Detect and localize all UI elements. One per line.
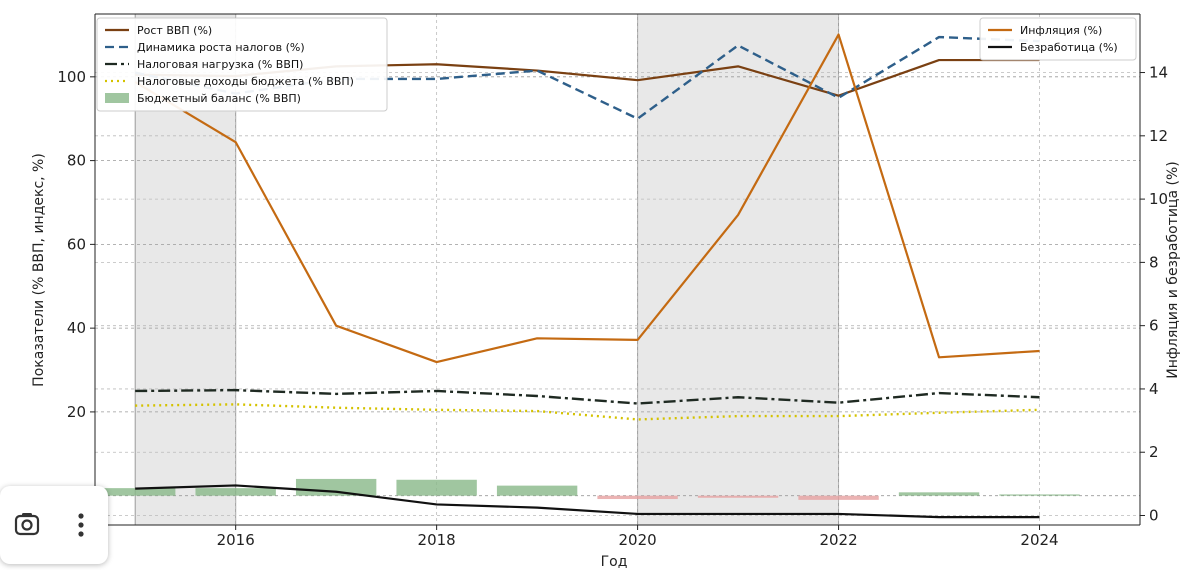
legend-label: Рост ВВП (%) xyxy=(137,24,212,37)
series-line-left-2 xyxy=(135,390,1039,403)
bar-2016 xyxy=(195,488,275,496)
bar-2020 xyxy=(597,496,677,499)
y-right-tick-label: 2 xyxy=(1149,443,1159,461)
y-left-axis-label: Показатели (% ВВП, индекс, %) xyxy=(31,153,47,387)
y-right-tick-label: 12 xyxy=(1149,127,1168,145)
x-tick-label: 2018 xyxy=(418,531,456,549)
x-tick-label: 2022 xyxy=(819,531,857,549)
lens-search-button[interactable] xyxy=(9,505,45,545)
y-right-tick-label: 0 xyxy=(1149,507,1159,525)
bar-2017 xyxy=(296,479,376,496)
bar-2018 xyxy=(396,480,476,496)
x-tick-label: 2020 xyxy=(619,531,657,549)
bar-2024 xyxy=(999,494,1079,495)
y-left-tick-label: 20 xyxy=(67,403,86,421)
y-left-ticks: 020406080100 xyxy=(57,68,95,505)
budget-balance-bars xyxy=(95,479,1080,500)
x-tick-label: 2016 xyxy=(217,531,255,549)
x-ticks: 2016 2018 2020 2022 2024 xyxy=(217,525,1059,549)
bar-2023 xyxy=(899,492,979,495)
legend-label: Безработица (%) xyxy=(1020,41,1118,54)
x-tick-label: 2024 xyxy=(1020,531,1058,549)
more-vertical-icon xyxy=(75,510,87,540)
legend-label: Динамика роста налогов (%) xyxy=(137,41,305,54)
y-right-axis-label: Инфляция и безработица (%) xyxy=(1165,161,1181,378)
legend-label: Инфляция (%) xyxy=(1020,24,1102,37)
y-right-tick-label: 4 xyxy=(1149,380,1159,398)
more-options-button[interactable] xyxy=(63,505,99,545)
y-right-tick-label: 8 xyxy=(1149,253,1159,271)
image-toolbar xyxy=(0,486,108,564)
lens-icon xyxy=(12,510,42,540)
legend-swatch xyxy=(105,93,129,103)
bar-2022 xyxy=(798,496,878,500)
y-left-tick-label: 60 xyxy=(67,235,86,253)
legend-label: Налоговая нагрузка (% ВВП) xyxy=(137,58,303,71)
bar-2019 xyxy=(497,486,577,496)
y-left-tick-label: 100 xyxy=(57,68,86,86)
x-axis-label: Год xyxy=(601,554,628,570)
y-left-tick-label: 40 xyxy=(67,319,86,337)
y-left-tick-label: 80 xyxy=(67,152,86,170)
y-right-tick-label: 14 xyxy=(1149,64,1168,82)
bar-2021 xyxy=(698,496,778,498)
legend-right: Инфляция (%) Безработица (%) xyxy=(980,18,1136,60)
y-right-tick-label: 6 xyxy=(1149,317,1159,335)
legend-label: Налоговые доходы бюджета (% ВВП) xyxy=(137,75,354,88)
legend-left: Рост ВВП (%) Динамика роста налогов (%) На… xyxy=(97,18,387,111)
legend-label: Бюджетный баланс (% ВВП) xyxy=(137,92,301,105)
